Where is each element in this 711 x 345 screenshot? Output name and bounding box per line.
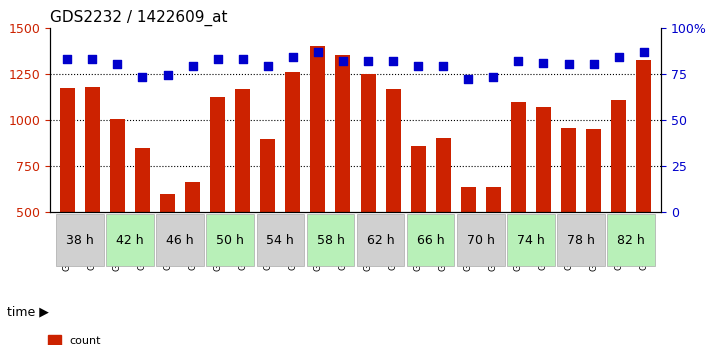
Point: [613, 54, 624, 60]
Bar: [611, 100, 626, 211]
Bar: [385, 89, 400, 211]
Legend: count, percentile rank within the sample: count, percentile rank within the sample: [43, 331, 262, 345]
Text: time ▶: time ▶: [7, 306, 49, 319]
FancyBboxPatch shape: [106, 215, 154, 266]
Text: 42 h: 42 h: [116, 234, 144, 247]
Point: [513, 58, 524, 63]
Text: 78 h: 78 h: [567, 234, 595, 247]
Point: [137, 75, 148, 80]
Bar: [285, 72, 300, 211]
Point: [437, 63, 449, 69]
FancyBboxPatch shape: [156, 215, 204, 266]
Text: GDS2232 / 1422609_at: GDS2232 / 1422609_at: [50, 10, 228, 26]
Text: 62 h: 62 h: [367, 234, 395, 247]
Text: 58 h: 58 h: [316, 234, 344, 247]
Bar: [360, 73, 375, 211]
FancyBboxPatch shape: [56, 215, 104, 266]
Bar: [461, 187, 476, 211]
Bar: [160, 194, 175, 211]
Bar: [536, 107, 551, 211]
FancyBboxPatch shape: [457, 215, 505, 266]
Bar: [60, 88, 75, 211]
Point: [187, 63, 198, 69]
Bar: [210, 97, 225, 211]
Point: [262, 63, 274, 69]
FancyBboxPatch shape: [357, 215, 405, 266]
FancyBboxPatch shape: [306, 215, 354, 266]
Point: [162, 73, 173, 78]
Point: [588, 62, 599, 67]
Bar: [411, 146, 426, 211]
Text: 74 h: 74 h: [517, 234, 545, 247]
Text: 50 h: 50 h: [216, 234, 244, 247]
FancyBboxPatch shape: [206, 215, 254, 266]
Point: [463, 76, 474, 82]
Point: [112, 62, 123, 67]
Bar: [110, 119, 125, 211]
Text: 70 h: 70 h: [467, 234, 495, 247]
Point: [538, 60, 549, 65]
Text: 66 h: 66 h: [417, 234, 444, 247]
Bar: [436, 138, 451, 211]
FancyBboxPatch shape: [557, 215, 605, 266]
Point: [337, 58, 348, 63]
Point: [287, 54, 299, 60]
Point: [488, 75, 499, 80]
Bar: [486, 187, 501, 211]
Text: 38 h: 38 h: [66, 234, 94, 247]
Point: [62, 56, 73, 62]
Bar: [85, 87, 100, 211]
Bar: [185, 182, 200, 211]
Text: 54 h: 54 h: [267, 234, 294, 247]
Bar: [586, 129, 601, 211]
Bar: [511, 102, 526, 211]
Point: [638, 49, 649, 54]
Point: [237, 56, 248, 62]
Bar: [235, 89, 250, 211]
Text: 46 h: 46 h: [166, 234, 194, 247]
Bar: [561, 128, 576, 211]
FancyBboxPatch shape: [257, 215, 304, 266]
Point: [312, 49, 324, 54]
FancyBboxPatch shape: [607, 215, 655, 266]
Bar: [336, 55, 351, 211]
Bar: [636, 60, 651, 211]
FancyBboxPatch shape: [407, 215, 454, 266]
Point: [412, 63, 424, 69]
Point: [87, 56, 98, 62]
Bar: [260, 139, 275, 211]
Bar: [135, 148, 150, 211]
Bar: [311, 46, 326, 211]
Point: [387, 58, 399, 63]
Text: 82 h: 82 h: [617, 234, 645, 247]
Point: [563, 62, 574, 67]
FancyBboxPatch shape: [507, 215, 555, 266]
Point: [212, 56, 223, 62]
Point: [363, 58, 374, 63]
